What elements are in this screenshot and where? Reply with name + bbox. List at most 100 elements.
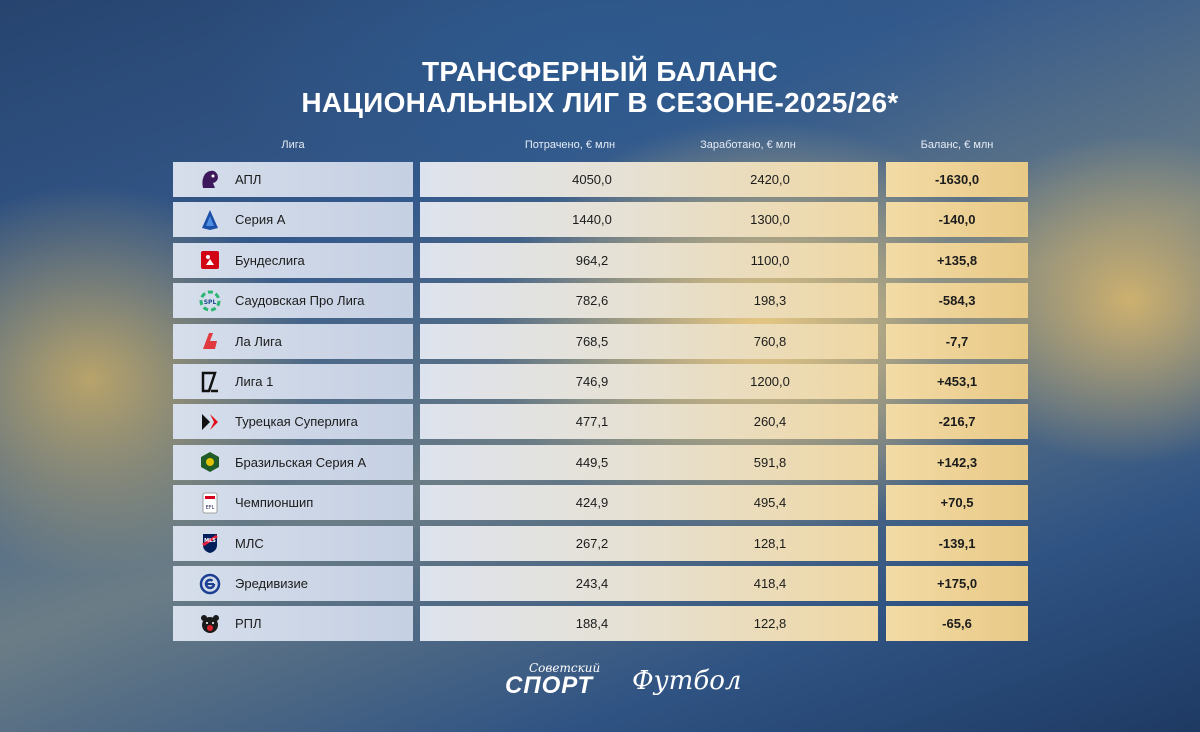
bundesliga-icon [199,248,221,272]
spent-value: 782,6 [575,293,609,309]
table-row: АПЛ 4050,0 2420,0 -1630,0 [0,162,1200,197]
balance-value: -7,7 [886,323,1028,359]
balance-value: +175,0 [886,566,1028,601]
league-name: Бундеслига [235,252,305,268]
header-spent: Потрачено, € млн [524,139,616,151]
la-liga-icon [199,329,221,353]
table-row: Турецкая Суперлига 477,1 260,4 -216,7 [0,404,1200,440]
brand-sovetsky-sport: Советский СПОРТ [505,662,600,698]
earned-value: 1300,0 [750,212,790,228]
brasileirao-icon [199,450,221,474]
spent-value: 746,9 [575,374,609,389]
svg-text:EFL: EFL [206,505,215,511]
spent-value: 449,5 [575,454,609,470]
league-cell: SPL Саудовская Про Лига [173,283,413,319]
table-row: Серия А 1440,0 1300,0 -140,0 [0,202,1200,238]
earned-value: 418,4 [753,576,787,591]
table-row: EFL Чемпионшип 424,9 495,4 +70,5 [0,485,1200,521]
balance-value: -216,7 [886,404,1028,440]
rpl-bear-icon [199,612,221,636]
table-row: MLS МЛС 267,2 128,1 -139,1 [0,525,1200,561]
spent-value: 768,5 [575,333,609,349]
spent-value: 964,2 [575,252,609,268]
balance-value: -139,1 [886,525,1028,561]
ligue-1-icon [199,370,221,394]
spent-value: 1440,0 [572,212,612,228]
header-league: Лига [281,139,305,151]
league-cell: EFL Чемпионшип [173,485,413,521]
spent-value: 188,4 [575,616,609,632]
balance-value: -65,6 [886,606,1028,642]
league-cell: Лига 1 [173,364,413,399]
league-name: Ла Лига [235,333,282,349]
league-cell: Бразильская Серия А [173,444,413,480]
league-name: МЛС [235,535,264,551]
earned-value: 198,3 [753,293,787,309]
league-cell: РПЛ [173,606,413,642]
balance-value: +135,8 [886,242,1028,278]
championship-icon: EFL [199,491,221,515]
table-row: SPL Саудовская Про Лига 782,6 198,3 -584,3 [0,283,1200,319]
league-cell: Бундеслига [173,242,413,278]
title-line-1: ТРАНСФЕРНЫЙ БАЛАНС [421,56,779,87]
values-cell: 243,4 418,4 [420,566,878,601]
balance-value: -584,3 [886,283,1028,319]
earned-value: 122,8 [753,616,787,632]
spent-value: 4050,0 [572,172,612,187]
table-row: Бундеслига 964,2 1100,0 +135,8 [0,242,1200,278]
spent-value: 243,4 [575,576,609,591]
values-cell: 188,4 122,8 [420,606,878,642]
spent-value: 424,9 [575,495,609,511]
header-earned: Заработано, € млн [700,139,796,151]
spent-value: 477,1 [575,414,609,430]
eredivisie-icon [199,572,221,596]
league-name: Саудовская Про Лига [235,293,365,309]
league-cell: Серия А [173,202,413,238]
header-balance: Баланс, € млн [920,139,994,151]
league-name: Чемпионшип [235,495,314,511]
earned-value: 260,4 [753,414,787,430]
premier-league-lion-icon [199,168,221,192]
league-cell: Эредивизие [173,566,413,601]
league-name: Лига 1 [235,374,274,389]
values-cell: 1440,0 1300,0 [420,202,878,238]
table-row: Эредивизие 243,4 418,4 +175,0 [0,566,1200,601]
values-cell: 782,6 198,3 [420,283,878,319]
table-row: Бразильская Серия А 449,5 591,8 +142,3 [0,444,1200,480]
values-cell: 424,9 495,4 [420,485,878,521]
earned-value: 591,8 [753,454,787,470]
svg-text:MLS: MLS [204,538,216,544]
values-cell: 964,2 1100,0 [420,242,878,278]
earned-value: 128,1 [753,535,787,551]
league-cell: MLS МЛС [173,525,413,561]
values-cell: 4050,0 2420,0 [420,162,878,197]
spent-value: 267,2 [575,535,609,551]
table-row: Ла Лига 768,5 760,8 -7,7 [0,323,1200,359]
league-name: АПЛ [235,172,262,187]
brand-big-text: СПОРТ [505,672,594,699]
balance-value: +453,1 [886,364,1028,399]
values-cell: 768,5 760,8 [420,323,878,359]
balance-value: -1630,0 [886,162,1028,197]
league-name: Бразильская Серия А [235,454,367,470]
earned-value: 760,8 [753,333,787,349]
league-name: Турецкая Суперлига [235,414,358,430]
balance-value: -140,0 [886,202,1028,238]
earned-value: 2420,0 [750,172,790,187]
earned-value: 1200,0 [750,374,790,389]
values-cell: 449,5 591,8 [420,444,878,480]
earned-value: 1100,0 [750,252,790,268]
values-cell: 477,1 260,4 [420,404,878,440]
svg-text:SPL: SPL [204,299,217,306]
earned-value: 495,4 [753,495,787,511]
serie-a-icon [199,208,221,232]
balance-value: +70,5 [886,485,1028,521]
brand-football-logo: Футбол [632,666,742,696]
values-cell: 267,2 128,1 [420,525,878,561]
table-row: РПЛ 188,4 122,8 -65,6 [0,606,1200,642]
title-line-2: НАЦИОНАЛЬНЫХ ЛИГ В СЕЗОНЕ-2025/26* [301,87,899,118]
turkish-super-lig-icon [199,410,221,434]
balance-value: +142,3 [886,444,1028,480]
saudi-pro-league-icon: SPL [199,289,221,313]
values-cell: 746,9 1200,0 [420,364,878,399]
